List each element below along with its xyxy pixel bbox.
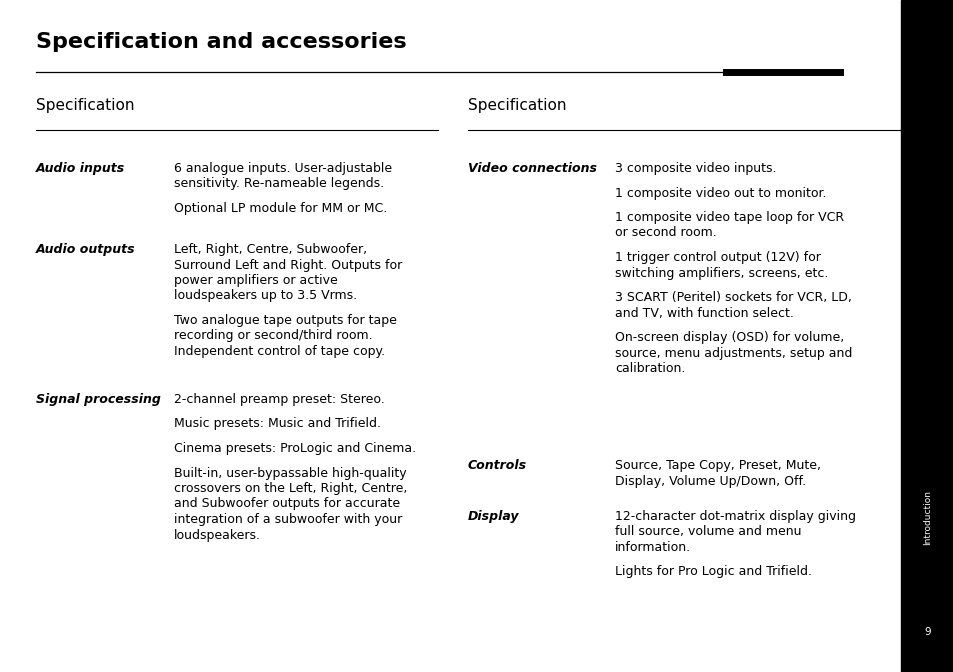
Text: sensitivity. Re-nameable legends.: sensitivity. Re-nameable legends.: [173, 177, 384, 190]
Text: 12-character dot-matrix display giving: 12-character dot-matrix display giving: [615, 510, 855, 523]
Text: crossovers on the Left, Right, Centre,: crossovers on the Left, Right, Centre,: [173, 482, 407, 495]
Text: Signal processing: Signal processing: [36, 393, 161, 406]
Text: Display, Volume Up/Down, Off.: Display, Volume Up/Down, Off.: [615, 474, 805, 487]
Text: source, menu adjustments, setup and: source, menu adjustments, setup and: [615, 347, 851, 360]
Text: integration of a subwoofer with your: integration of a subwoofer with your: [173, 513, 402, 526]
Text: recording or second/third room.: recording or second/third room.: [173, 329, 373, 343]
Text: calibration.: calibration.: [615, 362, 684, 375]
Text: Introduction: Introduction: [923, 490, 931, 545]
Text: 2-channel preamp preset: Stereo.: 2-channel preamp preset: Stereo.: [173, 393, 384, 406]
Text: Left, Right, Centre, Subwoofer,: Left, Right, Centre, Subwoofer,: [173, 243, 367, 256]
Text: and TV, with function select.: and TV, with function select.: [615, 306, 793, 319]
Text: Controls: Controls: [468, 459, 527, 472]
Text: loudspeakers up to 3.5 Vrms.: loudspeakers up to 3.5 Vrms.: [173, 290, 356, 302]
Text: Audio outputs: Audio outputs: [36, 243, 135, 256]
Text: Surround Left and Right. Outputs for: Surround Left and Right. Outputs for: [173, 259, 402, 271]
Text: Specification: Specification: [36, 98, 134, 113]
Text: 1 composite video tape loop for VCR: 1 composite video tape loop for VCR: [615, 211, 843, 224]
Text: Two analogue tape outputs for tape: Two analogue tape outputs for tape: [173, 314, 396, 327]
Text: 1 trigger control output (12V) for: 1 trigger control output (12V) for: [615, 251, 820, 264]
Text: Music presets: Music and Trifield.: Music presets: Music and Trifield.: [173, 417, 380, 431]
Text: Display: Display: [468, 510, 519, 523]
Text: Specification: Specification: [468, 98, 566, 113]
Text: and Subwoofer outputs for accurate: and Subwoofer outputs for accurate: [173, 497, 399, 511]
Text: Lights for Pro Logic and Trifield.: Lights for Pro Logic and Trifield.: [615, 566, 811, 579]
Text: Independent control of tape copy.: Independent control of tape copy.: [173, 345, 385, 358]
Text: switching amplifiers, screens, etc.: switching amplifiers, screens, etc.: [615, 267, 827, 280]
Text: loudspeakers.: loudspeakers.: [173, 528, 261, 542]
Text: full source, volume and menu: full source, volume and menu: [615, 526, 801, 538]
Text: Audio inputs: Audio inputs: [36, 162, 125, 175]
Text: 1 composite video out to monitor.: 1 composite video out to monitor.: [615, 187, 825, 200]
Text: 9: 9: [923, 627, 930, 636]
Text: Optional LP module for MM or MC.: Optional LP module for MM or MC.: [173, 202, 387, 215]
Text: or second room.: or second room.: [615, 226, 716, 239]
Bar: [900, 0, 953, 672]
Text: 3 SCART (Peritel) sockets for VCR, LD,: 3 SCART (Peritel) sockets for VCR, LD,: [615, 291, 851, 304]
Text: Built-in, user-bypassable high-quality: Built-in, user-bypassable high-quality: [173, 466, 406, 480]
Text: Source, Tape Copy, Preset, Mute,: Source, Tape Copy, Preset, Mute,: [615, 459, 821, 472]
Text: 3 composite video inputs.: 3 composite video inputs.: [615, 162, 776, 175]
Text: Specification and accessories: Specification and accessories: [36, 32, 406, 52]
Text: Cinema presets: ProLogic and Cinema.: Cinema presets: ProLogic and Cinema.: [173, 442, 416, 455]
Text: On-screen display (OSD) for volume,: On-screen display (OSD) for volume,: [615, 331, 843, 344]
Text: Video connections: Video connections: [468, 162, 597, 175]
Text: information.: information.: [615, 541, 690, 554]
Text: power amplifiers or active: power amplifiers or active: [173, 274, 337, 287]
Text: 6 analogue inputs. User-adjustable: 6 analogue inputs. User-adjustable: [173, 162, 392, 175]
